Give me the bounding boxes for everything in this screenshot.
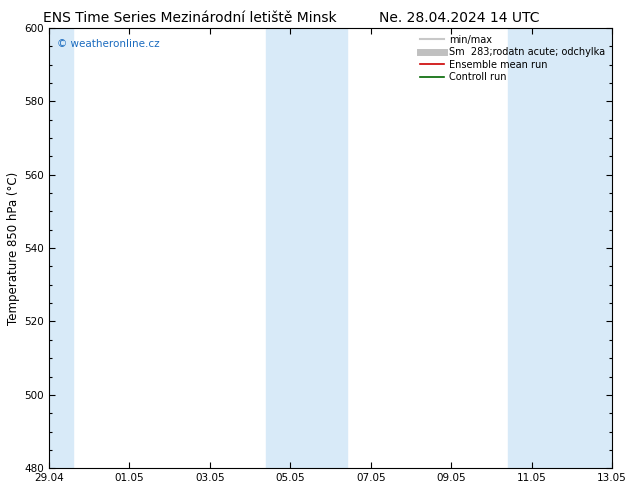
- Text: ENS Time Series Mezinárodní letiště Minsk: ENS Time Series Mezinárodní letiště Mins…: [43, 11, 337, 25]
- Bar: [49, 28, 73, 468]
- Text: © weatheronline.cz: © weatheronline.cz: [57, 39, 160, 49]
- Legend: min/max, Sm  283;rodatn acute; odchylka, Ensemble mean run, Controll run: min/max, Sm 283;rodatn acute; odchylka, …: [418, 33, 607, 84]
- Text: Ne. 28.04.2024 14 UTC: Ne. 28.04.2024 14 UTC: [379, 11, 540, 25]
- Y-axis label: Temperature 850 hPa (°C): Temperature 850 hPa (°C): [7, 172, 20, 325]
- Bar: [266, 28, 347, 468]
- Bar: [508, 28, 620, 468]
